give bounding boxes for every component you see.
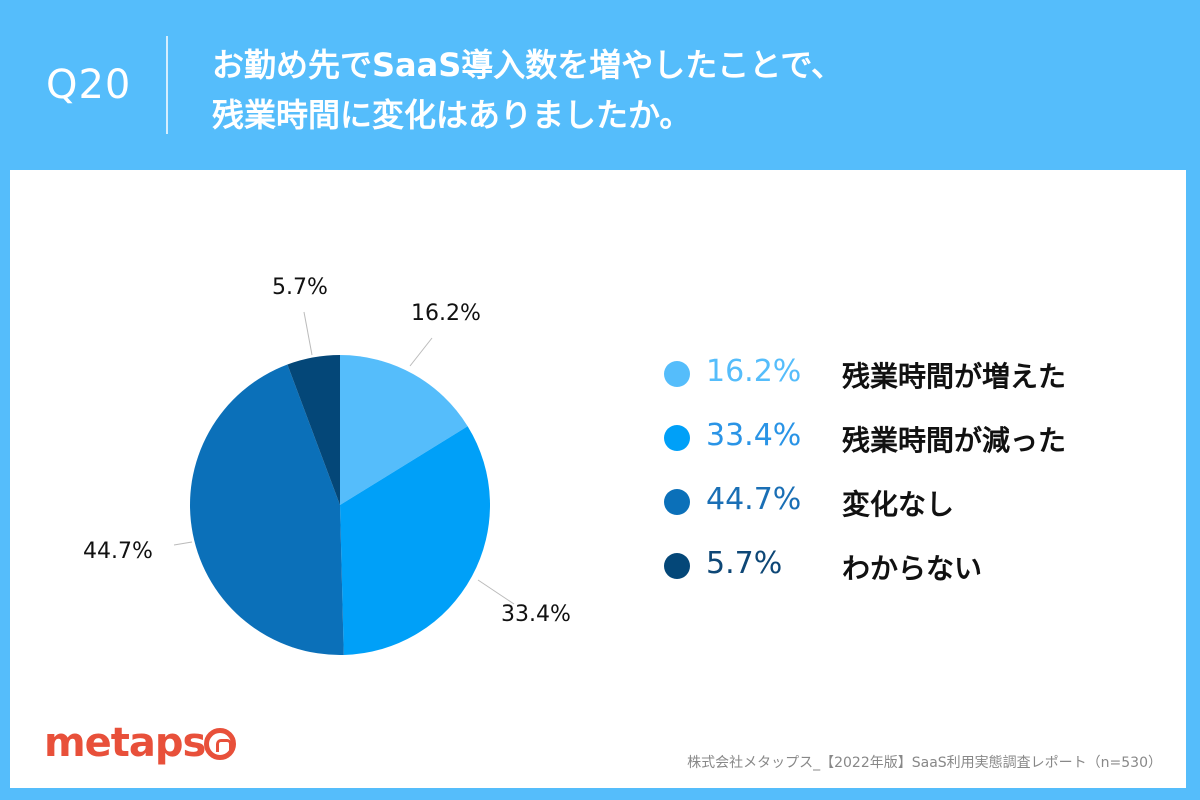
legend-percent: 16.2%	[706, 354, 802, 389]
legend-dot-icon	[664, 361, 690, 387]
leader-line-2	[477, 579, 515, 605]
pie-slice-1	[340, 355, 468, 505]
leader-line-1	[409, 337, 433, 367]
source-note: 株式会社メタップス_【2022年版】SaaS利用実態調査レポート（n=530）	[687, 755, 1162, 771]
legend-percent: 44.7%	[706, 482, 802, 517]
title-line-1: お勤め先でSaaS導入数を増やしたことで、	[212, 46, 844, 84]
legend-percent: 33.4%	[706, 418, 802, 453]
leader-line-3	[173, 541, 193, 546]
legend-item-4: 5.7% わからない	[662, 544, 1102, 588]
pie-slice-4	[287, 355, 340, 505]
leader-line-4	[303, 311, 313, 356]
question-number: Q20	[46, 62, 132, 108]
header: Q20 お勤め先でSaaS導入数を増やしたことで、 残業時間に変化はありましたか…	[0, 0, 1200, 170]
data-label-4: 5.7%	[272, 275, 328, 300]
legend-dot-icon	[664, 553, 690, 579]
legend-label: 残業時間が増えた	[842, 360, 1067, 393]
legend-label: 残業時間が減った	[842, 424, 1067, 457]
legend-label: 変化なし	[842, 488, 955, 521]
legend-dot-icon	[664, 489, 690, 515]
pie-slice-2	[340, 426, 491, 655]
metaps-logo-mark-icon	[204, 728, 236, 760]
legend-label: わからない	[842, 552, 983, 585]
pie-slice-3	[190, 364, 344, 655]
legend-item-1: 16.2% 残業時間が増えた	[662, 352, 1102, 396]
legend-dot-icon	[664, 425, 690, 451]
data-label-3: 44.7%	[83, 539, 153, 564]
header-divider	[166, 36, 168, 134]
legend-percent: 5.7%	[706, 546, 783, 581]
metaps-logo: metaps	[44, 720, 206, 766]
legend-item-3: 44.7% 変化なし	[662, 480, 1102, 524]
title-line-2: 残業時間に変化はありましたか。	[212, 96, 692, 134]
legend-item-2: 33.4% 残業時間が減った	[662, 416, 1102, 460]
data-label-1: 16.2%	[411, 301, 481, 326]
data-label-2: 33.4%	[501, 602, 571, 627]
page-title: お勤め先でSaaS導入数を増やしたことで、 残業時間に変化はありましたか。	[212, 40, 843, 140]
